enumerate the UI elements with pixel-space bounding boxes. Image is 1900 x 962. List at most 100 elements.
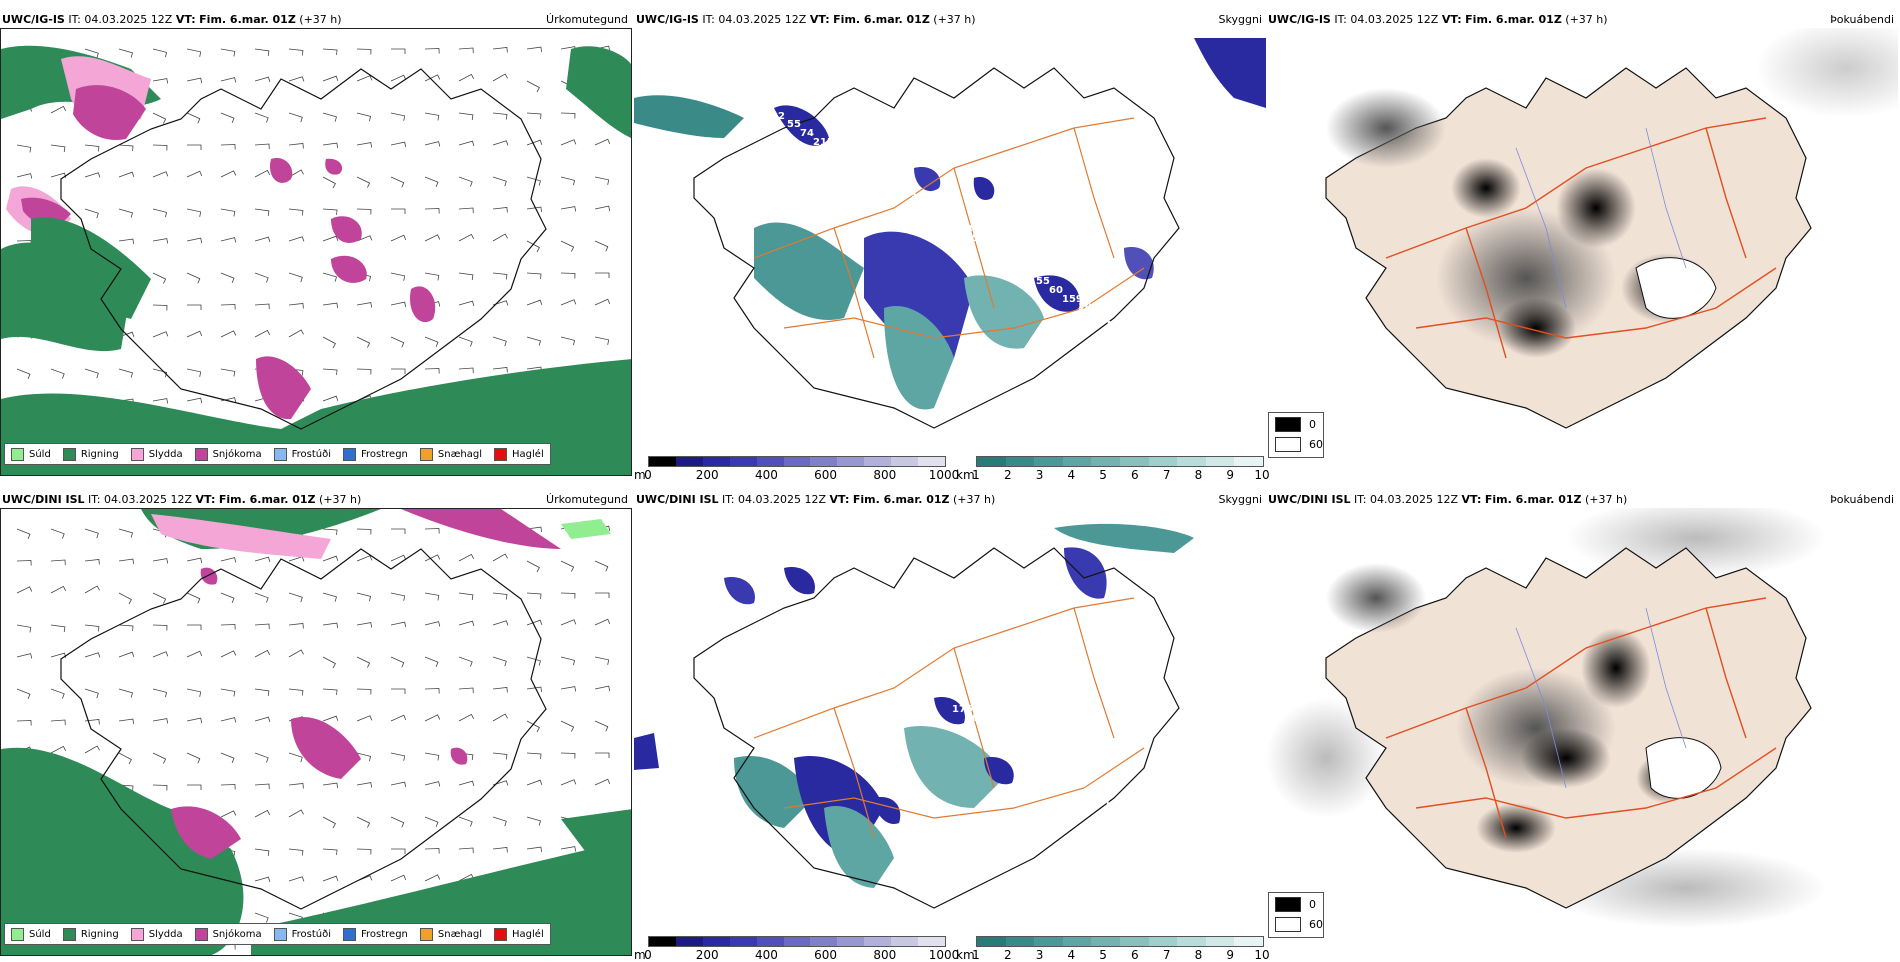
- precip-legend-item: Frostregn: [343, 927, 408, 941]
- wind-barb: [458, 272, 474, 280]
- wind-barb: [391, 528, 406, 534]
- wind-barb: [322, 336, 336, 349]
- colorbar-tick: 1: [972, 948, 980, 962]
- colorbar-tick: 7: [1162, 948, 1171, 962]
- colorbar-tick: 4: [1067, 468, 1076, 482]
- visibility-colorbar: km 1 2 3 4 5 6 7 8 9 10: [956, 936, 1270, 962]
- colorbar-tick: 0: [644, 948, 652, 962]
- wind-barb: [424, 141, 441, 147]
- visibility-map-svg: 1409254515415920213621510433791249111810…: [634, 38, 1266, 429]
- legend-label: Rigning: [80, 448, 119, 460]
- wind-barb: [50, 105, 67, 114]
- wind-barb: [390, 336, 405, 348]
- fog-index-panel-igis: UWC/IG-IS IT: 04.03.2025 12Z VT: Fim. 6.…: [1266, 12, 1898, 480]
- wind-barb: [322, 75, 339, 82]
- wind-barb: [254, 848, 270, 856]
- wind-barb: [424, 74, 441, 82]
- wind-barb: [390, 301, 407, 308]
- wind-barb: [186, 208, 202, 217]
- wind-barb: [254, 623, 270, 630]
- wind-barb: [390, 554, 407, 562]
- legend-swatch: [273, 927, 287, 941]
- wind-barb: [356, 688, 372, 695]
- wind-barb: [220, 77, 237, 83]
- legend-swatch: [11, 927, 24, 941]
- colorbar-tick: 600: [814, 948, 838, 962]
- wind-barb: [424, 781, 441, 787]
- fog-legend-item: 0: [1275, 417, 1316, 432]
- wind-barb: [356, 592, 372, 602]
- wind-barb: [595, 592, 610, 598]
- wind-barb: [356, 816, 371, 828]
- wind-barb: [254, 236, 271, 243]
- wind-barb: [152, 398, 169, 404]
- wind-barb: [254, 112, 269, 123]
- visibility-label: 75: [1146, 826, 1160, 837]
- colorbar-swatch: [810, 937, 838, 946]
- legend-label: Slydda: [148, 928, 183, 940]
- wind-barb: [322, 176, 336, 189]
- wind-barb: [424, 752, 440, 761]
- wind-barb: [526, 592, 542, 600]
- visibility-label: 118: [1146, 346, 1167, 357]
- wind-barb: [560, 752, 576, 759]
- colorbar-swatch: [729, 457, 757, 466]
- colorbar-swatch: [702, 937, 730, 946]
- colorbar-tick: 9: [1226, 468, 1235, 482]
- wind-barb: [391, 688, 406, 694]
- colorbar-swatch: [1062, 937, 1092, 946]
- panel-title: UWC/DINI ISL IT: 04.03.2025 12Z VT: Fim.…: [2, 493, 362, 506]
- visibility-label: 102: [1133, 337, 1154, 348]
- wind-barb: [220, 237, 237, 243]
- wind-barb: [288, 236, 305, 242]
- wind-barb: [322, 528, 338, 536]
- wind-barb: [458, 687, 474, 694]
- legend-label: 0: [1309, 418, 1316, 431]
- precip-legend-item: Frostregn: [343, 447, 408, 461]
- wind-barb: [84, 745, 100, 754]
- wind-barb: [526, 619, 543, 626]
- wind-barb: [356, 752, 372, 762]
- wind-barb: [526, 206, 542, 213]
- colorbar-swatch: [1234, 937, 1263, 946]
- wind-barb: [50, 559, 66, 566]
- precip-legend-item: Haglél: [494, 447, 544, 461]
- wind-barb: [84, 719, 100, 725]
- wind-barb: [118, 144, 134, 152]
- wind-barb: [322, 302, 338, 309]
- colorbar-swatch: [1034, 937, 1063, 946]
- visibility-label: 89: [1007, 739, 1021, 750]
- wind-barb: [391, 848, 406, 854]
- legend-label: Frostregn: [361, 448, 408, 460]
- wind-barb: [492, 300, 509, 306]
- wind-barb: [152, 78, 169, 84]
- wind-barb: [16, 653, 33, 659]
- panel-title: UWC/IG-IS IT: 04.03.2025 12Z VT: Fim. 6.…: [2, 13, 342, 26]
- wind-barb: [492, 140, 509, 146]
- cloudbase-colorbar-ticks: 0 200 400 600 800 1000: [644, 468, 959, 482]
- wind-barb: [391, 208, 406, 214]
- wind-barb: [492, 847, 508, 853]
- cloudbase-colorbar: m 0 200 400 600 800 1000: [634, 936, 959, 962]
- wind-barb: [492, 620, 509, 626]
- wind-barb: [254, 272, 269, 283]
- colorbar-swatch: [783, 457, 811, 466]
- colorbar-swatch: [1119, 937, 1149, 946]
- visibility-panel-dini: UWC/DINI ISL IT: 04.03.2025 12Z VT: Fim.…: [634, 492, 1270, 962]
- wind-barb: [254, 76, 271, 83]
- legend-label: 60: [1309, 438, 1323, 451]
- wind-barb: [492, 553, 508, 562]
- wind-barb: [288, 303, 304, 309]
- colorbar-swatch: [810, 457, 838, 466]
- wind-barb: [288, 556, 305, 562]
- wind-barb: [118, 331, 135, 338]
- colorbar-tick: 10: [1254, 948, 1270, 962]
- wind-barb: [322, 875, 339, 882]
- wind-barb: [424, 656, 439, 668]
- wind-barb: [186, 237, 203, 244]
- wind-barb: [288, 592, 303, 603]
- legend-label: Snjókoma: [212, 448, 262, 460]
- precip-map: Súld Rigning Slydda Snjókoma Frostúði Frostre…: [0, 508, 632, 956]
- wind-barb: [560, 686, 577, 692]
- visibility-label: 60: [1049, 285, 1063, 296]
